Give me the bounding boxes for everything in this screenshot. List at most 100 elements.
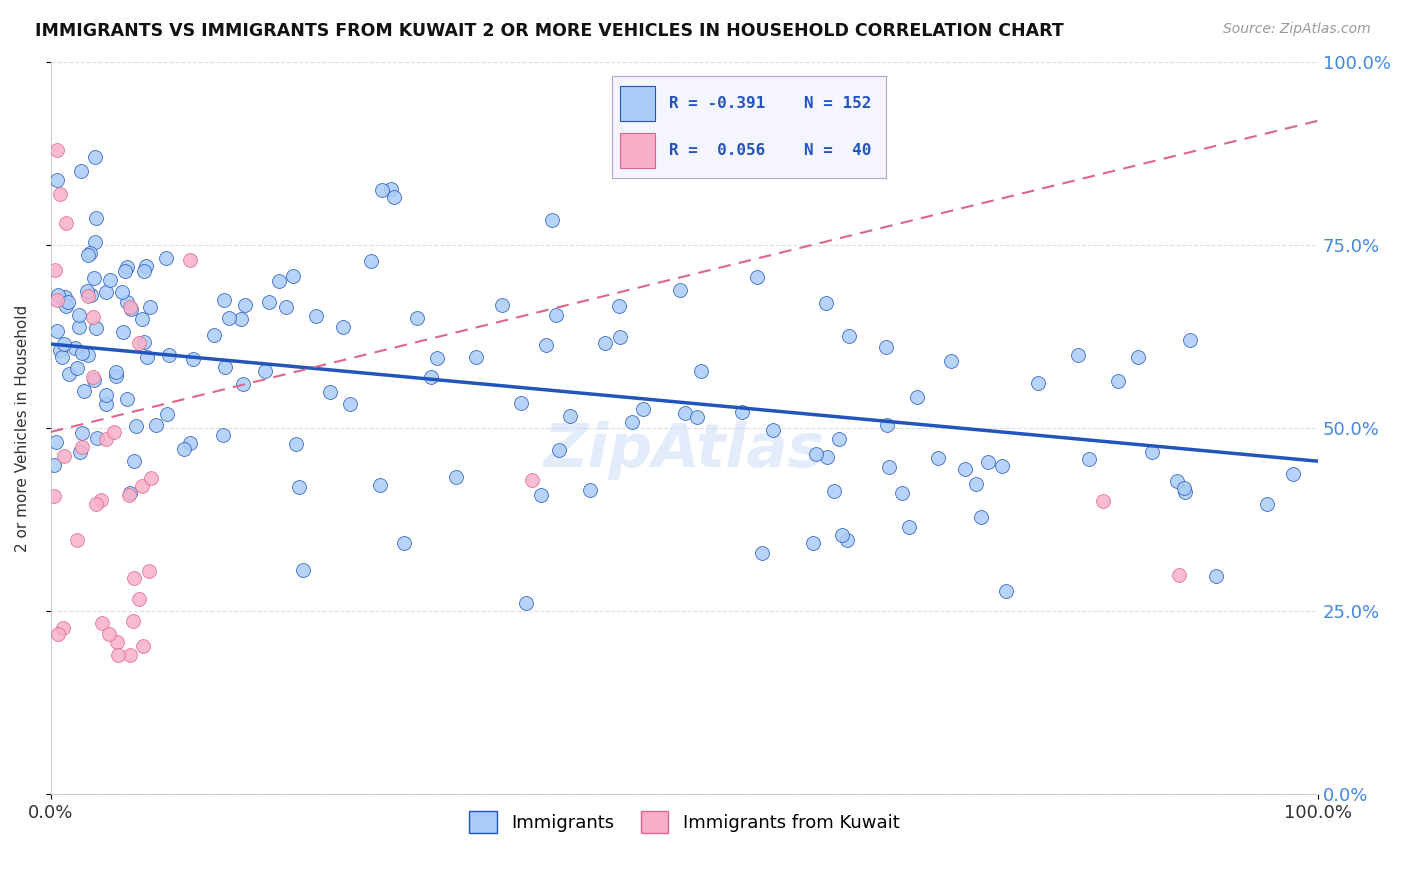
Point [558, 409, 581, 423]
Point [118, 300, 141, 314]
Point [67, 320, 90, 334]
Point [690, 364, 713, 378]
Point [1173, 484, 1195, 499]
Point [80, 287, 103, 301]
Point [522, 473, 544, 487]
Point [44, 263, 66, 277]
Text: IMMIGRANTS VS IMMIGRANTS FROM KUWAIT 2 OR MORE VEHICLES IN HOUSEHOLD CORRELATION: IMMIGRANTS VS IMMIGRANTS FROM KUWAIT 2 O… [35, 22, 1064, 40]
Point [212, 293, 235, 307]
Point [84, 150, 107, 164]
Point [530, 488, 553, 502]
Point [977, 455, 1000, 469]
Point [44, 489, 66, 503]
Point [1107, 374, 1129, 388]
Point [815, 450, 838, 464]
Point [52, 336, 75, 351]
Point [419, 370, 441, 384]
Point [120, 486, 142, 500]
Point [69, 444, 91, 458]
Point [823, 483, 845, 498]
Point [927, 450, 949, 465]
Point [70, 163, 93, 178]
Point [139, 300, 162, 314]
Point [145, 417, 167, 432]
Point [48, 343, 70, 357]
Point [828, 432, 851, 446]
Point [1078, 452, 1101, 467]
Point [955, 461, 977, 475]
Point [426, 351, 449, 365]
Point [124, 418, 146, 433]
Point [76, 348, 98, 362]
Point [73, 384, 96, 398]
Point [464, 351, 486, 365]
Point [84, 211, 107, 225]
FancyBboxPatch shape [620, 87, 655, 121]
Point [70, 440, 93, 454]
Point [128, 591, 150, 606]
Point [94, 432, 117, 446]
Point [48, 627, 70, 641]
Point [233, 298, 256, 312]
Point [52, 621, 75, 635]
Point [876, 418, 898, 433]
Text: Source: ZipAtlas.com: Source: ZipAtlas.com [1223, 22, 1371, 37]
Text: ZipAtlas: ZipAtlas [544, 421, 825, 480]
Point [46, 143, 69, 157]
Point [103, 425, 125, 440]
Point [132, 264, 155, 278]
Point [548, 442, 571, 457]
Point [67, 308, 90, 322]
Point [593, 335, 616, 350]
Point [179, 252, 201, 267]
Text: N =  40: N = 40 [804, 144, 870, 158]
Point [669, 283, 692, 297]
Point [173, 442, 195, 457]
Point [179, 436, 201, 450]
Point [1026, 376, 1049, 391]
Point [1166, 474, 1188, 488]
Point [1256, 497, 1278, 511]
Point [905, 391, 928, 405]
Point [122, 614, 145, 628]
Point [48, 186, 70, 201]
Point [132, 335, 155, 350]
Point [815, 296, 838, 310]
Point [132, 639, 155, 653]
Point [66, 533, 89, 547]
Point [90, 493, 112, 508]
Point [112, 325, 135, 339]
Point [762, 423, 785, 437]
Point [751, 545, 773, 559]
Point [131, 478, 153, 492]
FancyBboxPatch shape [620, 133, 655, 168]
Point [491, 297, 513, 311]
Point [339, 397, 361, 411]
Point [55, 299, 77, 313]
Point [673, 406, 696, 420]
Y-axis label: 2 or more Vehicles in Household: 2 or more Vehicles in Household [15, 305, 30, 552]
Point [77, 248, 100, 262]
Point [55, 216, 77, 230]
Point [838, 328, 860, 343]
Point [332, 320, 354, 334]
Point [267, 274, 290, 288]
Point [66, 361, 89, 376]
Point [83, 235, 105, 249]
Point [305, 310, 328, 324]
Point [837, 533, 859, 548]
Point [117, 295, 139, 310]
Point [1067, 348, 1090, 362]
Text: R =  0.056: R = 0.056 [669, 144, 765, 158]
Point [1173, 481, 1195, 495]
Point [105, 365, 128, 379]
Point [51, 350, 73, 364]
Point [1126, 350, 1149, 364]
Point [97, 627, 120, 641]
Point [380, 182, 402, 196]
Point [1167, 567, 1189, 582]
Point [131, 311, 153, 326]
Point [283, 268, 305, 283]
Point [139, 470, 162, 484]
Point [801, 536, 824, 550]
